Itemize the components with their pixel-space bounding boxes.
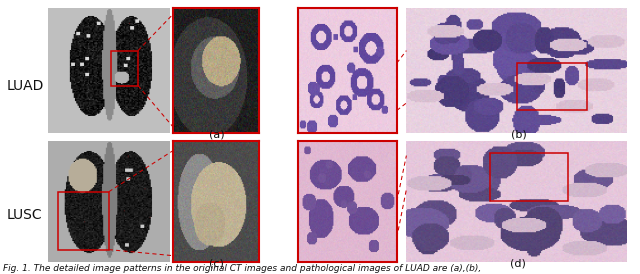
Text: (b): (b)	[511, 130, 526, 140]
Text: LUSC: LUSC	[6, 208, 42, 222]
Bar	[517, 63, 588, 110]
Bar	[58, 192, 109, 250]
Text: Fig. 1. The detailed image patterns in the original CT images and pathological i: Fig. 1. The detailed image patterns in t…	[3, 264, 481, 273]
Text: LUAD: LUAD	[6, 79, 44, 93]
Text: (c): (c)	[209, 259, 224, 269]
Bar	[490, 153, 568, 201]
Bar	[111, 51, 138, 85]
Text: (d): (d)	[511, 259, 526, 269]
Text: (a): (a)	[209, 130, 224, 140]
